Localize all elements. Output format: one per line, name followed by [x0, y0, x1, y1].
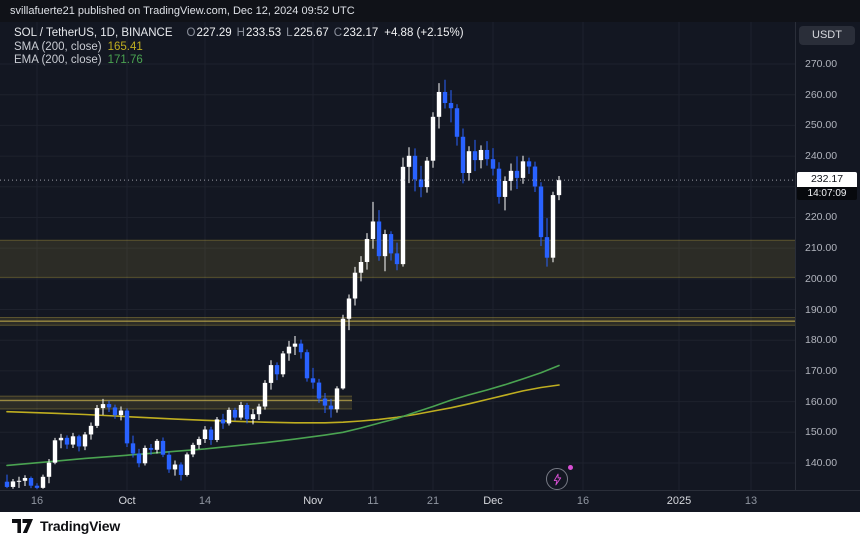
time-axis-label: 16 [576, 495, 590, 507]
price-axis[interactable]: 270.00260.00250.00240.00230.00220.00210.… [795, 22, 860, 490]
time-axis-label: 11 [367, 495, 379, 507]
time-axis-label: 14 [198, 495, 212, 507]
lightning-icon [553, 473, 561, 485]
price-axis-label: 270.00 [805, 58, 838, 71]
close-value: 232.17 [343, 27, 379, 39]
notification-dot [568, 465, 573, 470]
publish-text: svillafuerte21 published on TradingView.… [10, 5, 355, 17]
time-axis-label: 16 [30, 495, 44, 507]
price-axis-label: 180.00 [805, 334, 838, 347]
low-value: 225.67 [293, 27, 329, 39]
price-axis-label: 220.00 [805, 211, 838, 224]
ema-value: 171.76 [107, 54, 143, 66]
price-axis-label: 170.00 [805, 364, 838, 377]
publish-bar: svillafuerte21 published on TradingView.… [0, 0, 860, 22]
last-price: 232.17 [797, 172, 857, 188]
sma-value: 165.41 [107, 40, 143, 53]
price-axis-label: 250.00 [805, 119, 838, 132]
price-axis-label: 240.00 [805, 150, 838, 163]
price-axis-label: 260.00 [805, 88, 838, 101]
candlestick-chart[interactable] [0, 22, 795, 490]
open-value: 227.29 [196, 27, 232, 39]
tradingview-logo[interactable] [12, 519, 33, 533]
time-axis-label: Oct [118, 495, 136, 507]
time-axis-label: Nov [303, 495, 323, 507]
price-axis-label: 210.00 [805, 242, 838, 255]
time-axis-label: 21 [426, 495, 440, 507]
low-label: L [286, 27, 293, 39]
time-axis-label: 2025 [666, 495, 692, 507]
footer-bar: TradingView [0, 512, 860, 540]
chart-legend: SOL / TetherUS, 1D, BINANCE O227.29 H233.5… [14, 27, 464, 68]
sma-indicator-label[interactable]: SMA (200, close) [14, 40, 102, 53]
brand-name[interactable]: TradingView [40, 518, 121, 534]
last-price-tag: 232.17 14:07:09 [797, 172, 857, 201]
sma-indicator-row: SMA (200, close) 165.41 [14, 41, 464, 55]
time-axis-label: 13 [744, 495, 758, 507]
price-axis-label: 150.00 [805, 426, 838, 439]
time-axis[interactable]: 16 Oct 14 Nov 11 21 Dec 16 2025 13 [0, 490, 860, 512]
price-axis-label: 190.00 [805, 303, 838, 316]
change-value: +4.88 (+2.15%) [384, 27, 464, 39]
ema-indicator-row: EMA (200, close) 171.76 [14, 54, 464, 68]
flash-button[interactable] [546, 468, 568, 490]
open-label: O [186, 27, 196, 39]
close-label: C [333, 27, 343, 39]
currency-toggle-button[interactable]: USDT [799, 26, 855, 45]
ema-indicator-label[interactable]: EMA (200, close) [14, 54, 102, 66]
price-axis-label: 160.00 [805, 395, 838, 408]
price-axis-label: 140.00 [805, 456, 838, 469]
chart-area: SOL / TetherUS, 1D, BINANCE O227.29 H233.5… [0, 22, 860, 490]
symbol-title[interactable]: SOL / TetherUS, 1D, BINANCE [14, 27, 173, 39]
high-value: 233.53 [245, 27, 282, 39]
bar-countdown: 14:07:09 [797, 187, 857, 201]
price-axis-label: 200.00 [805, 272, 838, 285]
high-label: H [236, 27, 245, 39]
symbol-row: SOL / TetherUS, 1D, BINANCE O227.29 H233.5… [14, 27, 464, 41]
time-axis-label: Dec [483, 495, 503, 507]
